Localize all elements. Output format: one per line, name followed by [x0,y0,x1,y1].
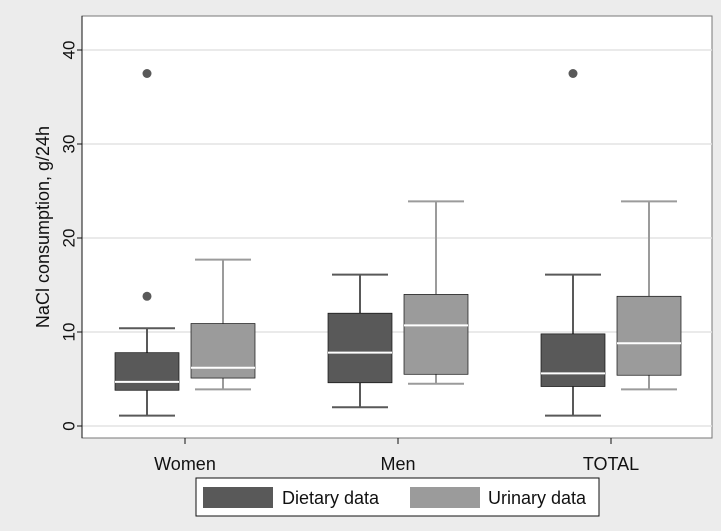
dietary-women-outlier-1 [142,69,152,78]
y-tick-label-20: 20 [59,229,78,248]
urinary-total-box [616,295,682,376]
legend-swatch-urinary [410,487,480,508]
urinary-men-box [403,294,469,375]
x-tick-label-men: Men [380,454,415,474]
x-tick-label-total: TOTAL [583,454,639,474]
dietary-total-box [540,333,606,387]
legend-swatch-dietary [203,487,273,508]
y-tick-label-0: 0 [59,421,78,430]
urinary-women-box [190,323,256,379]
x-tick-label-women: Women [154,454,216,474]
y-axis-label: NaCl consumption, g/24h [33,126,53,328]
legend-label-dietary: Dietary data [282,488,380,508]
legend-label-urinary: Urinary data [488,488,587,508]
plot-area [81,15,713,439]
dietary-total-outlier-0 [568,69,578,78]
y-tick-label-10: 10 [59,323,78,342]
gridlines [82,49,712,427]
dietary-women-outlier-0 [142,291,152,301]
dietary-women-box [114,352,180,391]
y-axis: 0 10 20 30 40 [59,16,83,438]
y-tick-label-40: 40 [59,41,78,60]
x-axis-labels: Women Men TOTAL [154,438,639,474]
y-tick-label-30: 30 [59,135,78,154]
dietary-men-box [327,312,393,384]
boxplots [114,69,682,417]
